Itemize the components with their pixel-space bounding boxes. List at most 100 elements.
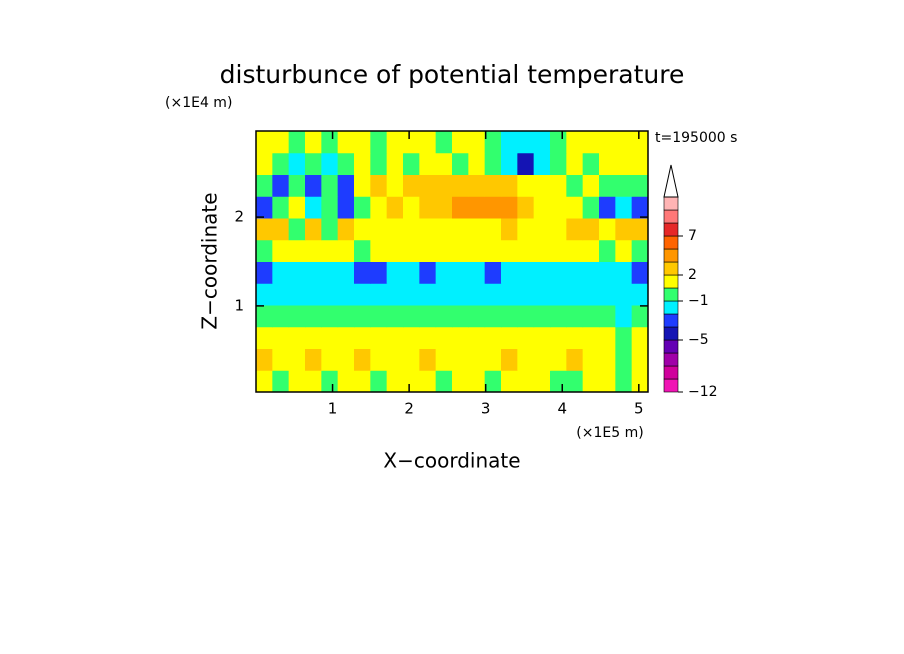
contour-cell [631, 152, 649, 175]
contour-cell [272, 196, 290, 219]
contour-cell [550, 326, 567, 349]
y-tick-label: 1 [234, 296, 244, 314]
contour-cell [305, 239, 322, 262]
colorbar-band [663, 261, 679, 276]
contour-cell [288, 196, 306, 219]
contour-cell [337, 348, 355, 371]
contour-cell [305, 370, 322, 393]
contour-cell [533, 152, 551, 175]
contour-cell [435, 131, 453, 154]
contour-cell [533, 239, 551, 262]
contour-cell [484, 326, 502, 349]
contour-cell [452, 283, 469, 306]
contour-cell [272, 131, 290, 154]
contour-cell [370, 196, 388, 219]
y-axis-label: Z−coordinate [198, 192, 222, 329]
contour-cell [435, 326, 453, 349]
contour-cell [288, 370, 306, 393]
contour-cell [321, 370, 339, 393]
contour-cell [403, 196, 420, 219]
contour-cell [582, 370, 600, 393]
contour-cell [386, 370, 404, 393]
contour-cell [370, 283, 388, 306]
contour-cell [305, 174, 322, 197]
contour-cell [435, 174, 453, 197]
contour-cell [321, 261, 339, 284]
contour-cell [452, 370, 469, 393]
contour-cell [288, 326, 306, 349]
x-tick-label: 1 [328, 400, 338, 418]
contour-cell [517, 174, 535, 197]
contour-cell [615, 196, 633, 219]
contour-cell [615, 283, 633, 306]
contour-cell [435, 196, 453, 219]
contour-cell [550, 152, 567, 175]
contour-cell [272, 370, 290, 393]
contour-cell [517, 218, 535, 241]
contour-cell [337, 218, 355, 241]
contour-cell [419, 196, 437, 219]
contour-cell [403, 305, 420, 328]
colorbar-tick-label: −5 [688, 332, 709, 348]
contour-cell [517, 283, 535, 306]
contour-cell [501, 239, 518, 262]
contour-cell [370, 218, 388, 241]
contour-cell [419, 305, 437, 328]
contour-cell [468, 305, 486, 328]
contour-cell [517, 261, 535, 284]
x-axis-label: X−coordinate [383, 449, 520, 473]
contour-cell [484, 283, 502, 306]
contour-cell [615, 152, 633, 175]
contour-cell [272, 261, 290, 284]
contour-cell [288, 152, 306, 175]
contour-cell [517, 326, 535, 349]
contour-cell [452, 196, 469, 219]
contour-cell [305, 131, 322, 154]
contour-cell [631, 326, 649, 349]
contour-cell [370, 261, 388, 284]
contour-cell [517, 239, 535, 262]
contour-cell [256, 218, 273, 241]
contour-cell [435, 152, 453, 175]
contour-cell [305, 305, 322, 328]
contour-cell [631, 370, 649, 393]
contour-cell [599, 131, 616, 154]
contour-cell [501, 348, 518, 371]
contour-cell [419, 348, 437, 371]
contour-cell [582, 305, 600, 328]
colorbar-band [663, 326, 679, 341]
contour-cell [615, 370, 633, 393]
colorbar-band [663, 248, 679, 263]
contour-cell [288, 348, 306, 371]
contour-cell [272, 305, 290, 328]
contour-cell [337, 370, 355, 393]
y-tick-label: 2 [234, 208, 244, 226]
contour-cell [550, 348, 567, 371]
contour-cell [501, 131, 518, 154]
contour-cell [501, 174, 518, 197]
contour-cell [631, 218, 649, 241]
contour-cell [288, 305, 306, 328]
contour-cell [631, 174, 649, 197]
contour-cell [419, 283, 437, 306]
contour-cell [484, 261, 502, 284]
contour-cell [321, 152, 339, 175]
contour-cell [468, 196, 486, 219]
contour-cell [403, 261, 420, 284]
contour-cell [468, 131, 486, 154]
contour-cell [419, 218, 437, 241]
contour-cell [272, 348, 290, 371]
contour-cell [517, 196, 535, 219]
contour-cell [452, 218, 469, 241]
contour-cell [403, 239, 420, 262]
contour-cell [386, 152, 404, 175]
contour-cell [288, 283, 306, 306]
x-tick-label: 3 [481, 400, 491, 418]
contour-cell [354, 239, 371, 262]
colorbar-tick-label: 7 [688, 228, 697, 244]
contour-cell [370, 348, 388, 371]
contour-cell [550, 239, 567, 262]
contour-cell [468, 218, 486, 241]
contour-cell [354, 348, 371, 371]
